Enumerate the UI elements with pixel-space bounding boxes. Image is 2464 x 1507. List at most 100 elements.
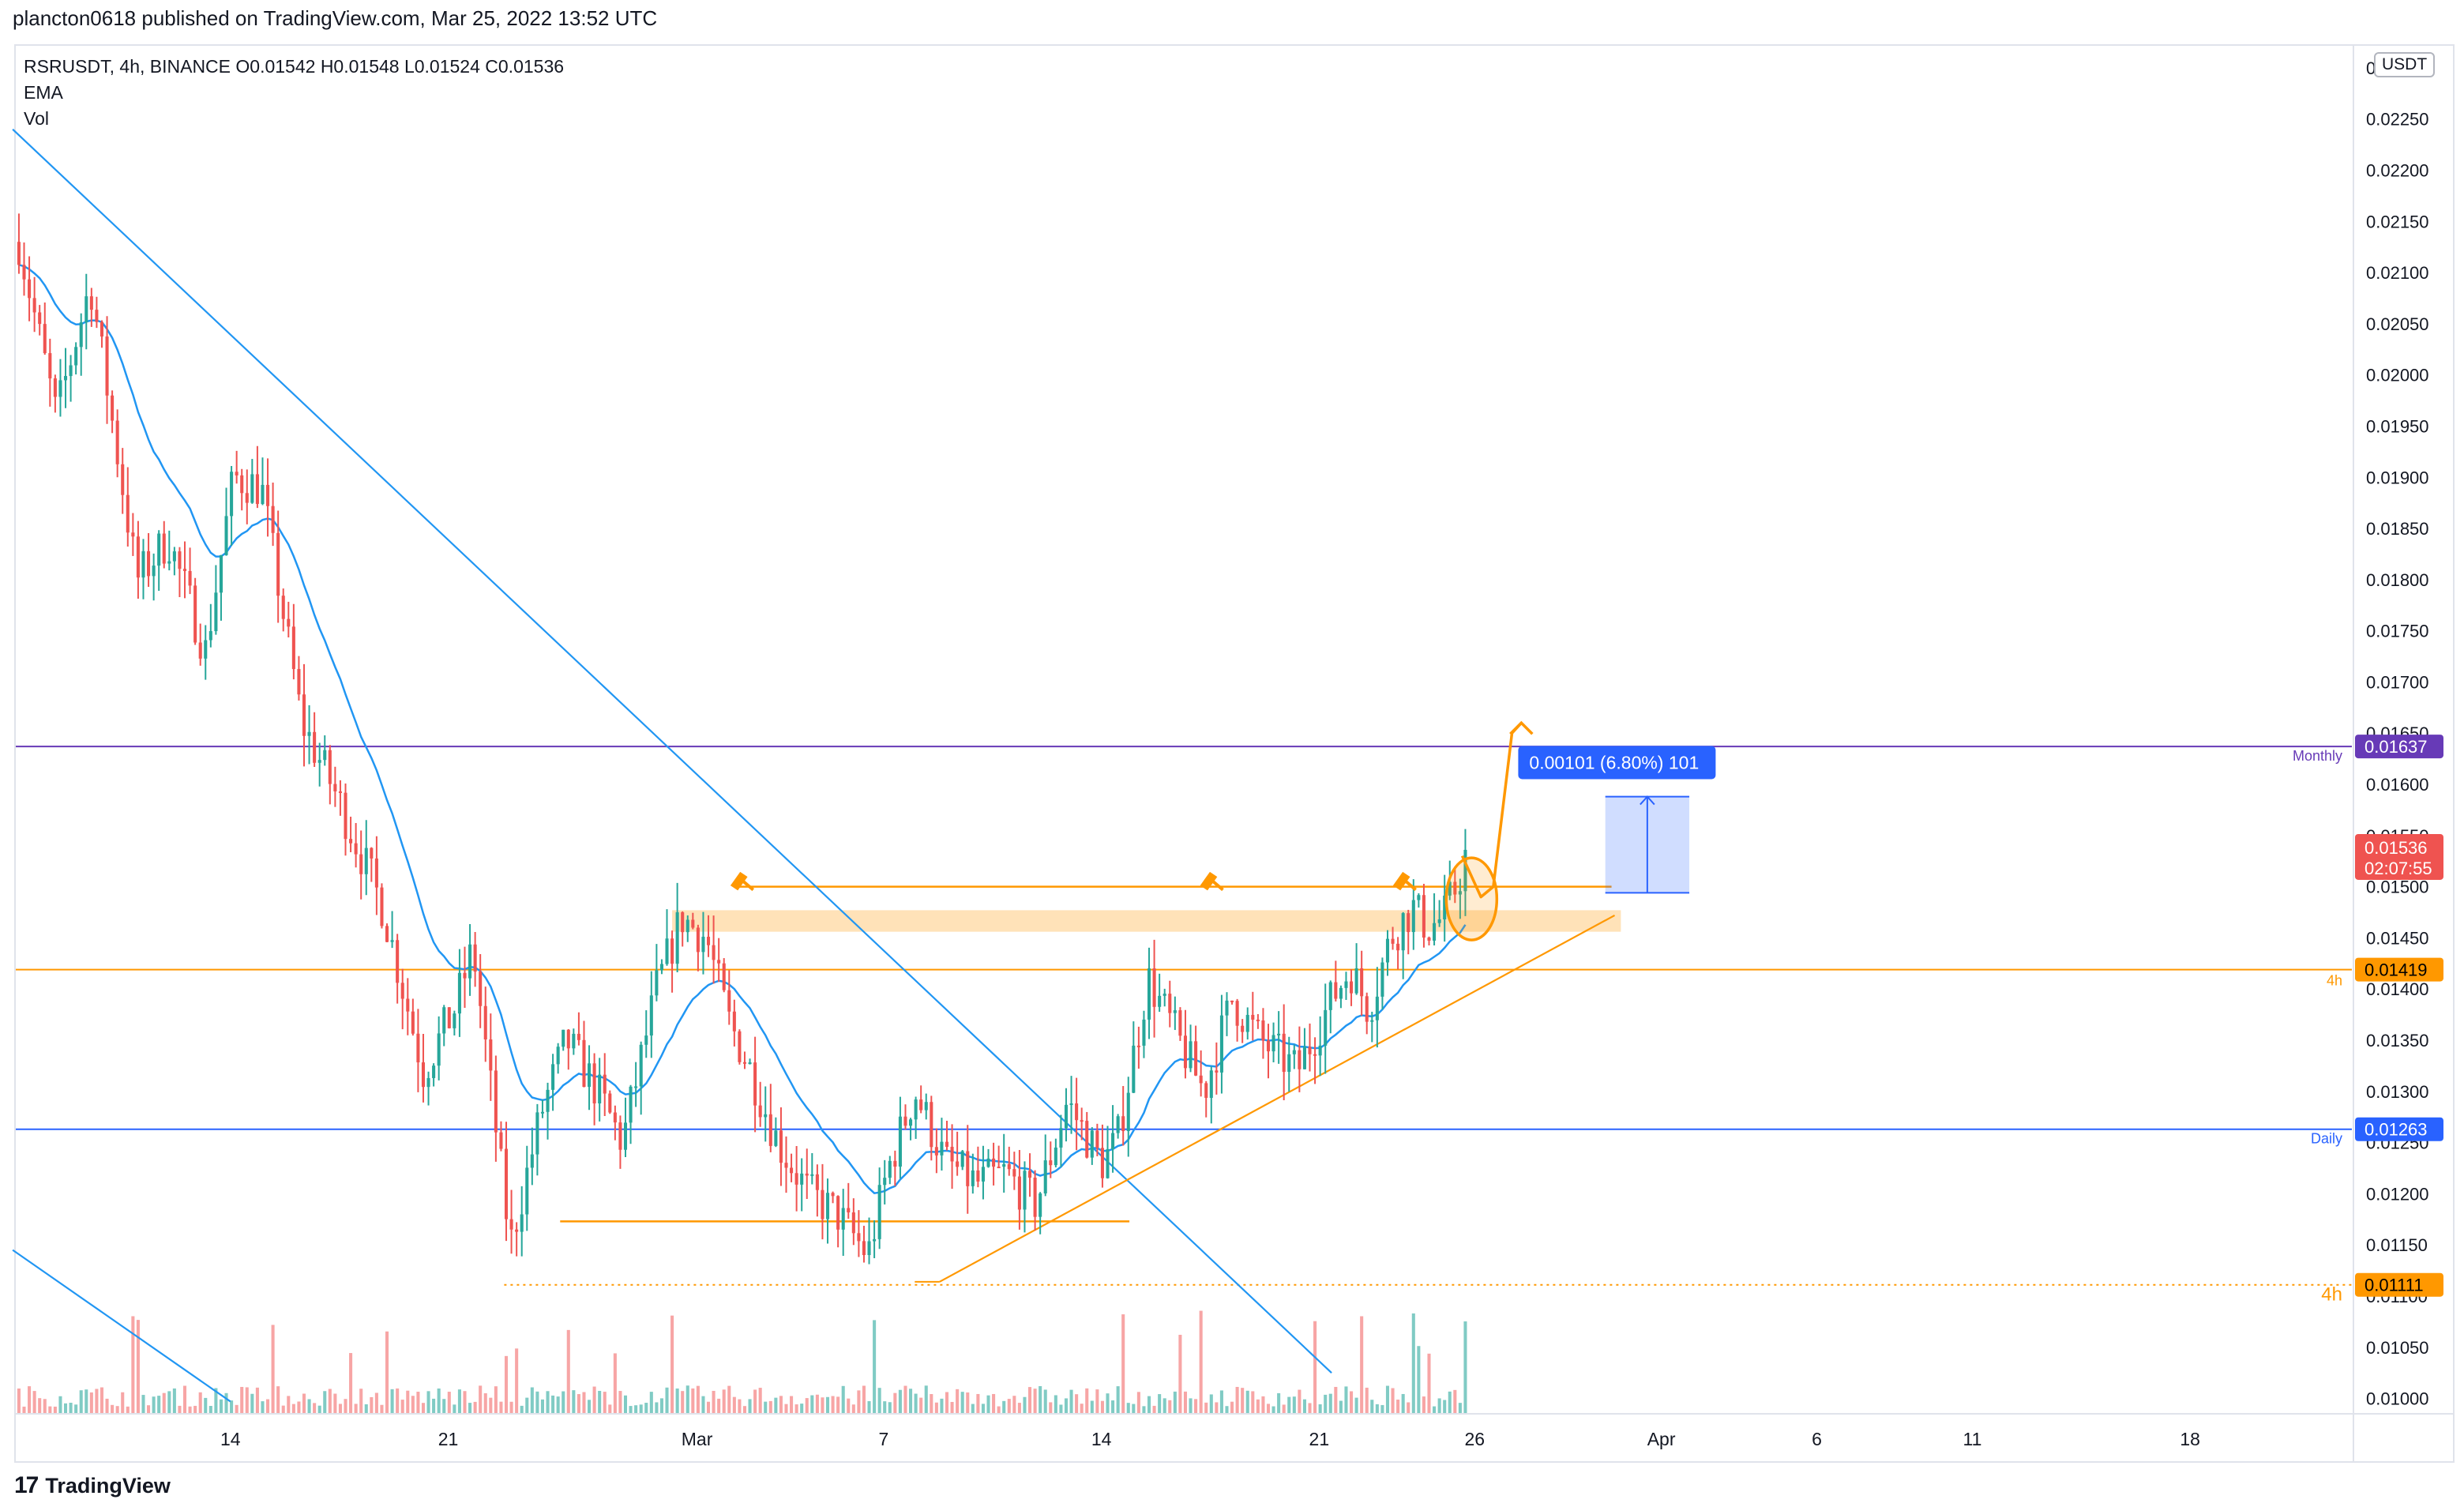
- annotations: 0.00101 (6.80%) 101: [730, 720, 1716, 941]
- volume-bar: [426, 1391, 430, 1414]
- candle-body: [421, 1062, 426, 1088]
- volume-bar: [566, 1329, 570, 1414]
- candle-body: [1116, 1116, 1120, 1133]
- candle-body: [115, 420, 119, 464]
- time-tick-label: 14: [220, 1429, 241, 1449]
- price-tick-label: 0.01700: [2366, 672, 2429, 692]
- candle-body: [1354, 968, 1358, 994]
- volume-bar: [219, 1399, 223, 1414]
- level-price-label: 0.01111: [2364, 1276, 2424, 1295]
- candle-body: [1277, 1033, 1281, 1035]
- candle-body: [857, 1233, 861, 1242]
- candle-body: [919, 1099, 923, 1111]
- volume-bar: [1132, 1404, 1136, 1414]
- level-price-box[interactable]: [2355, 957, 2443, 982]
- candle-body: [618, 1122, 622, 1150]
- volume-bar: [1396, 1400, 1400, 1414]
- volume-bar: [307, 1399, 311, 1414]
- volume-bar: [1194, 1399, 1198, 1414]
- volume-bar: [100, 1387, 104, 1414]
- volume-bar: [1152, 1405, 1156, 1414]
- volume-bar: [888, 1402, 892, 1414]
- ema-indicator-label[interactable]: EMA: [24, 82, 63, 103]
- lower-trendline: [12, 1249, 231, 1403]
- candle-body: [297, 669, 301, 695]
- volume-bar: [287, 1396, 291, 1414]
- candle-body: [370, 847, 374, 859]
- volume-bar: [22, 1406, 26, 1414]
- volume-bar: [1339, 1400, 1343, 1414]
- candle-body: [1334, 982, 1338, 999]
- volume-bar: [588, 1400, 592, 1414]
- candle-body: [1448, 881, 1452, 896]
- volume-bar: [997, 1406, 1001, 1414]
- volume-bar: [349, 1353, 353, 1414]
- volume-bar: [738, 1399, 742, 1414]
- volume-bar: [1121, 1314, 1125, 1414]
- volume-bar: [28, 1386, 32, 1414]
- candle-body: [1407, 913, 1410, 933]
- volume-bar: [1458, 1403, 1462, 1414]
- currency-unit-button[interactable]: USDT: [2374, 52, 2436, 77]
- volume-bar: [520, 1405, 524, 1414]
- level-price-label: 0.01419: [2364, 960, 2428, 980]
- candle-body: [909, 1119, 913, 1126]
- candle-body: [509, 1219, 513, 1230]
- volume-bar: [914, 1393, 918, 1414]
- publisher-byline: plancton0618 published on TradingView.co…: [13, 6, 658, 30]
- candle-body: [499, 1132, 503, 1149]
- candle-body: [1132, 1045, 1136, 1093]
- candle-body: [914, 1099, 918, 1120]
- volume-bar: [1147, 1396, 1151, 1414]
- volume-bar: [639, 1404, 643, 1414]
- candle-body: [758, 1105, 762, 1118]
- candle-body: [712, 945, 716, 960]
- volume-bar: [182, 1385, 187, 1414]
- symbol-info[interactable]: RSRUSDT, 4h, BINANCE O0.01542 H0.01548 L…: [24, 56, 565, 77]
- level-price-box[interactable]: [2355, 1272, 2443, 1297]
- volume-bar: [873, 1320, 877, 1414]
- candle-body: [1453, 881, 1457, 895]
- volume-bar: [966, 1392, 970, 1414]
- candle-body: [1427, 938, 1431, 941]
- candle-body: [546, 1089, 550, 1112]
- candle-body: [634, 1086, 638, 1088]
- price-tick-label: 0.01150: [2366, 1235, 2428, 1255]
- volume-bar: [400, 1400, 404, 1414]
- level-price-box[interactable]: [2355, 735, 2443, 759]
- volume-bar: [956, 1389, 960, 1414]
- candle-body: [188, 570, 192, 586]
- last-price-box[interactable]: [2355, 833, 2443, 880]
- candle-body: [1111, 1133, 1115, 1149]
- volume-indicator-label[interactable]: Vol: [24, 108, 49, 129]
- candle-body: [1158, 995, 1162, 1007]
- candle-body: [1002, 1163, 1006, 1167]
- candle-body: [722, 963, 726, 990]
- volume-bar: [1282, 1404, 1286, 1414]
- volume-bar: [722, 1389, 726, 1414]
- ema-series: [18, 264, 1467, 1195]
- candle-body: [556, 1047, 560, 1065]
- volume-bar: [1106, 1393, 1110, 1414]
- candle-body: [271, 505, 275, 533]
- volume-bar: [1039, 1385, 1042, 1414]
- volume-bar: [805, 1398, 809, 1414]
- candle-body: [1271, 1035, 1275, 1052]
- projection-arrowhead: [1509, 720, 1534, 735]
- volume-bar: [992, 1393, 996, 1414]
- candle-body: [374, 858, 378, 888]
- candle-body: [530, 1154, 534, 1168]
- candle-body: [69, 365, 73, 377]
- volume-bar: [261, 1401, 265, 1414]
- volume-bar: [1385, 1385, 1390, 1414]
- candle-body: [515, 1229, 519, 1232]
- candle-body: [1017, 1176, 1021, 1210]
- volume-bar: [111, 1404, 115, 1414]
- volume-bar: [204, 1397, 208, 1414]
- volume-bar: [681, 1391, 685, 1414]
- volume-bar: [655, 1402, 659, 1414]
- price-tick-label: 0.01750: [2366, 622, 2429, 641]
- volume-bar: [1334, 1386, 1338, 1414]
- level-price-box[interactable]: [2355, 1117, 2443, 1141]
